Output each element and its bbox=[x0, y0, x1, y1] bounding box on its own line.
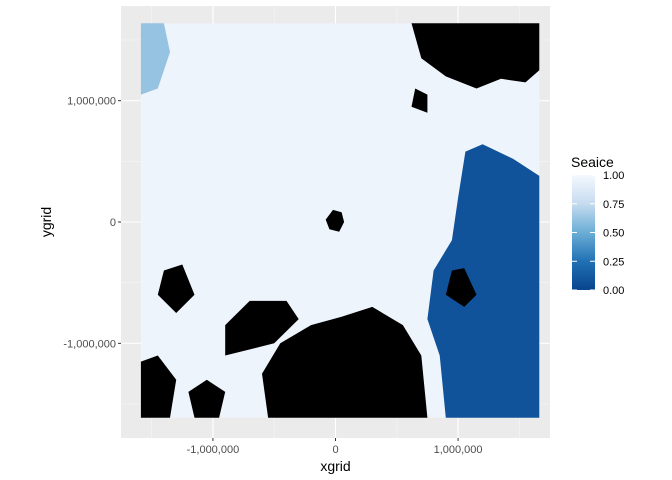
y-tick-label: 0 bbox=[110, 217, 116, 229]
x-axis: -1,000,000 0 1,000,000 bbox=[187, 438, 483, 456]
land-region-canadian-archipelago-2 bbox=[188, 379, 226, 418]
land-region-canadian-archipelago-3 bbox=[225, 300, 299, 356]
land-region-canadian-archipelago-4 bbox=[157, 264, 195, 313]
legend-tick-label: 1.00 bbox=[603, 170, 624, 182]
seaice-region-north-atlantic bbox=[427, 144, 540, 418]
legend-tick-label: 0.00 bbox=[603, 285, 624, 297]
legend: Seaice 1.00 0.75 0.50 0.25 0.00 bbox=[571, 154, 624, 297]
land-region-north-pole-island bbox=[325, 209, 345, 232]
y-axis-title: ygrid bbox=[38, 207, 54, 237]
land-region-canadian-archipelago-1 bbox=[140, 355, 177, 418]
land-region-greenland bbox=[411, 23, 540, 89]
land-region-svalbard-scandinavia bbox=[445, 268, 477, 307]
land-region-franz-josef bbox=[411, 88, 428, 113]
y-axis: -1,000,000 0 1,000,000 bbox=[63, 96, 121, 350]
legend-tick-label: 0.75 bbox=[603, 199, 624, 211]
land-region-siberia bbox=[262, 306, 428, 418]
y-tick-label: -1,000,000 bbox=[63, 338, 116, 350]
legend-tick-label: 0.25 bbox=[603, 256, 624, 268]
y-tick-label: 1,000,000 bbox=[67, 96, 116, 108]
seaice-region-upper-left-bay bbox=[140, 23, 170, 95]
seaice-raster bbox=[140, 23, 540, 418]
x-axis-title: xgrid bbox=[320, 458, 350, 474]
legend-ticks: 1.00 0.75 0.50 0.25 0.00 bbox=[572, 170, 624, 297]
legend-title: Seaice bbox=[571, 154, 614, 170]
x-tick-label: 0 bbox=[332, 444, 338, 456]
x-tick-label: 1,000,000 bbox=[434, 444, 483, 456]
legend-tick-label: 0.50 bbox=[603, 228, 624, 240]
x-tick-label: -1,000,000 bbox=[187, 444, 240, 456]
legend-colorbar bbox=[572, 175, 595, 290]
